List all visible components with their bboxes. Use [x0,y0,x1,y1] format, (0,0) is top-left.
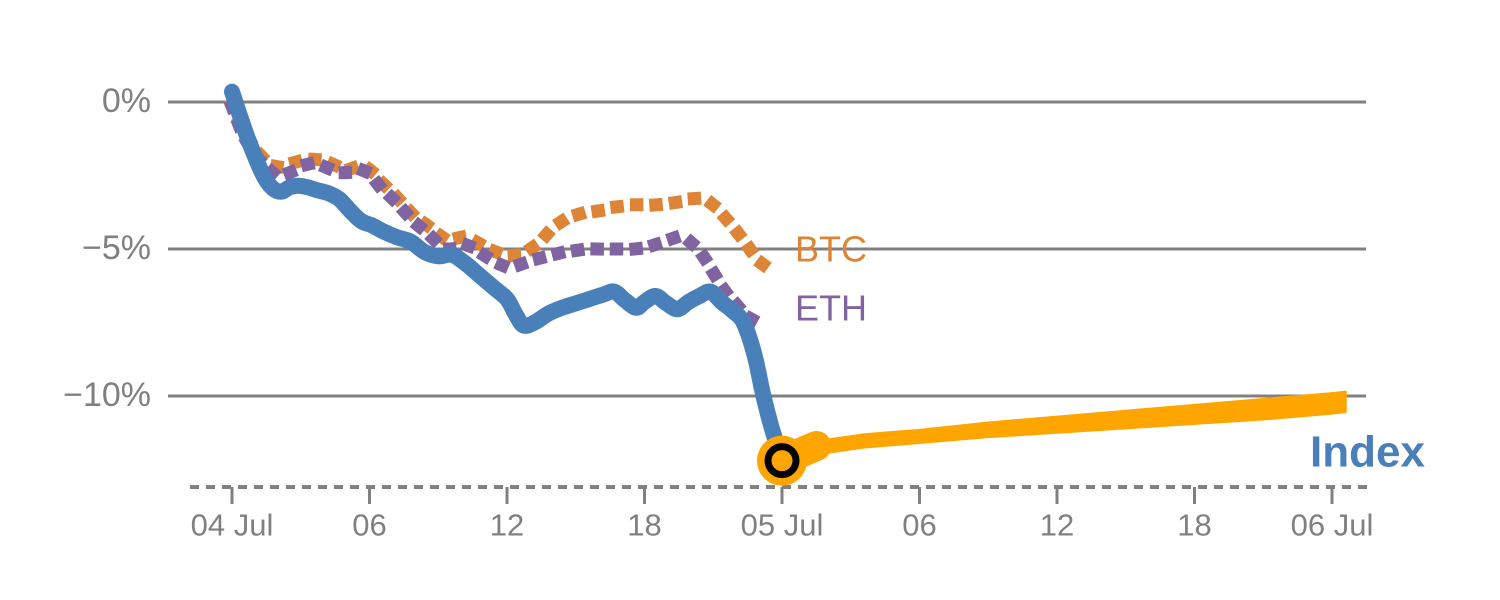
y-tick-label-0: 0% [102,82,151,120]
forecast-band-index [767,390,1347,476]
series-line-eth [223,97,768,332]
series-label-index: Index [1310,428,1425,477]
x-tick-label-0: 04 Jul [191,507,274,542]
x-tick-label-5: 06 [902,507,936,542]
gridlines [168,100,1366,398]
forecast-band-polygon [781,390,1347,465]
pivot-marker-ring[interactable] [764,443,800,479]
data-series [223,83,790,469]
x-tick-label-3: 18 [627,507,661,542]
x-tick-label-4: 05 Jul [741,507,824,542]
x-axis [190,485,1370,504]
series-line-index [224,83,790,469]
x-tick-label-1: 06 [352,507,386,542]
y-axis-tick-labels: 0% −5% −10% [63,82,151,414]
series-label-eth: ETH [795,288,867,329]
series-line-btc [223,96,781,279]
x-tick-label-2: 12 [490,507,524,542]
series-label-btc: BTC [795,229,867,270]
pivot-marker[interactable] [757,435,807,486]
x-tick-label-8: 06 Jul [1291,507,1374,542]
y-tick-label-2: −10% [63,376,151,414]
x-axis-tick-labels: 04 Jul 06 12 18 05 Jul 06 12 18 06 Jul [191,507,1374,542]
x-tick-label-7: 18 [1177,507,1211,542]
series-labels: BTC ETH Index [795,229,1425,477]
x-tick-label-6: 12 [1040,507,1074,542]
y-tick-label-1: −5% [82,229,151,267]
